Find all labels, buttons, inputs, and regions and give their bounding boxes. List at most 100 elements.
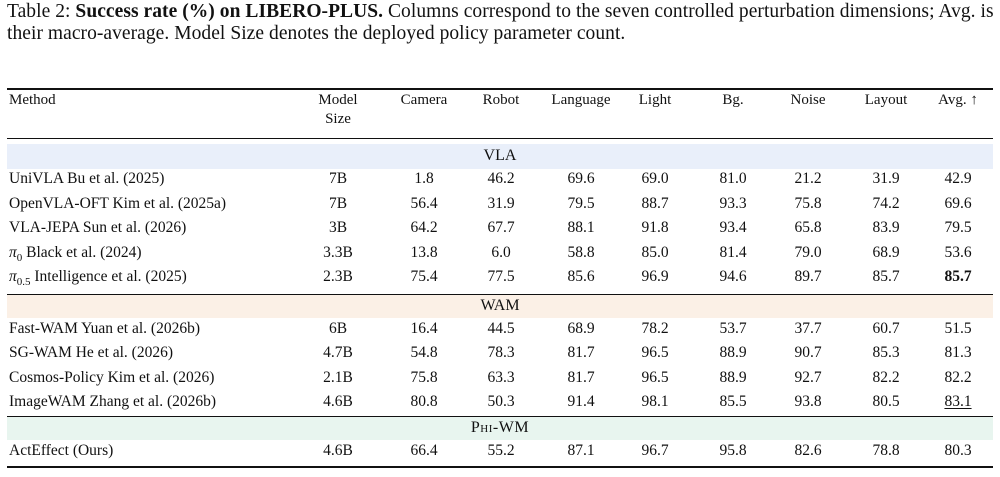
value-size: 4.6B: [323, 442, 353, 459]
cell-method: Cosmos-Policy Kim et al. (2026): [9, 369, 214, 387]
value-layout: 85.3: [872, 344, 900, 362]
value-language: 69.6: [567, 170, 595, 187]
cell-bg: 93.4: [693, 219, 773, 237]
value-layout: 80.5: [872, 392, 900, 410]
value-avg: 80.3: [944, 442, 972, 459]
header-model-size-line2: Size: [325, 111, 351, 127]
cell-avg: 69.6: [918, 195, 998, 213]
cell-noise: 75.8: [768, 195, 848, 213]
caption-label: Table 2:: [7, 1, 71, 22]
value-bg: 93.4: [719, 219, 747, 237]
value-light: 98.1: [641, 392, 669, 410]
value-bg: 93.3: [719, 194, 747, 212]
cell-robot: 31.9: [461, 195, 541, 213]
method-name: UniVLA Bu et al. (2025): [9, 170, 165, 187]
caption-text: Columns correspond to the seven controll…: [7, 1, 994, 44]
value-avg: 42.9: [944, 170, 972, 187]
cell-language: 81.7: [539, 369, 623, 387]
cell-layout: 31.9: [846, 170, 926, 188]
value-language: 68.9: [567, 320, 595, 337]
cell-size: 4.6B: [300, 442, 376, 460]
method-name: ActEffect (Ours): [9, 442, 114, 459]
cell-noise: 65.8: [768, 219, 848, 237]
cell-avg: 82.2: [918, 369, 998, 387]
value-layout: 31.9: [872, 170, 900, 187]
phiwm-top-rule: [7, 416, 993, 417]
method-name: VLA-JEPA Sun et al. (2026): [9, 219, 187, 237]
method-name: Fast-WAM Yuan et al. (2026b): [9, 320, 200, 337]
value-camera: 13.8: [410, 243, 438, 261]
value-size: 4.6B: [323, 392, 353, 410]
cell-camera: 64.2: [384, 219, 464, 237]
value-bg: 53.7: [719, 320, 747, 337]
header-light: Light: [638, 92, 672, 108]
cell-robot: 63.3: [461, 369, 541, 387]
value-noise: 21.2: [794, 170, 822, 187]
value-size: 7B: [328, 194, 348, 212]
value-light: 88.7: [641, 194, 669, 212]
value-noise: 92.7: [794, 368, 822, 386]
value-noise: 93.8: [794, 392, 822, 410]
value-size: 7B: [328, 170, 348, 187]
value-noise: 37.7: [794, 320, 822, 337]
pi-subscript: 0.5: [16, 276, 31, 289]
cell-camera: 1.8: [384, 170, 464, 188]
value-size: 3B: [328, 219, 348, 237]
cell-layout: 82.2: [846, 369, 926, 387]
cell-avg: 81.3: [918, 344, 998, 362]
value-language: 81.7: [567, 344, 595, 362]
value-bg: 85.5: [719, 392, 747, 410]
value-language: 88.1: [567, 219, 595, 237]
method-name: OpenVLA-OFT Kim et al. (2025a): [9, 194, 227, 212]
cell-robot: 6.0: [461, 244, 541, 262]
caption-title: Success rate (%) on LIBERO-PLUS.: [75, 1, 384, 22]
pi-letter: π: [9, 268, 17, 286]
cell-language: 88.1: [539, 219, 623, 237]
cell-method: π0.5 Intelligence et al. (2025): [9, 268, 187, 288]
cell-avg: 79.5: [918, 219, 998, 237]
value-light: 78.2: [641, 320, 669, 337]
value-light: 69.0: [641, 170, 669, 187]
cell-avg: 42.9: [918, 170, 998, 188]
value-layout: 83.9: [872, 219, 900, 237]
value-size: 4.7B: [323, 344, 353, 362]
cell-robot: 55.2: [461, 442, 541, 460]
group-label-vla: VLA: [483, 147, 517, 164]
cell-bg: 93.3: [693, 195, 773, 213]
value-bg: 81.4: [719, 243, 747, 261]
cell-robot: 77.5: [461, 268, 541, 286]
cell-light: 96.9: [615, 268, 695, 286]
value-size: 6B: [328, 320, 348, 337]
pi-symbol: π0.5: [9, 268, 31, 289]
group-label-phiwm: Phi-WM: [470, 419, 530, 436]
value-camera: 54.8: [410, 344, 438, 362]
value-layout: 85.7: [872, 268, 900, 286]
cell-layout: 83.9: [846, 219, 926, 237]
method-name: Black et al. (2024): [26, 243, 142, 261]
cell-bg: 88.9: [693, 369, 773, 387]
header-avg: Avg. ↑: [938, 92, 978, 108]
value-layout: 82.2: [872, 368, 900, 386]
pi-letter: π: [9, 243, 17, 261]
cell-avg: 80.3: [918, 442, 998, 460]
value-layout: 60.7: [872, 320, 900, 337]
value-camera: 80.8: [410, 392, 438, 410]
cell-camera: 75.8: [384, 369, 464, 387]
value-camera: 56.4: [410, 194, 438, 212]
pi-subscript: 0: [16, 251, 23, 264]
header-method: Method: [9, 92, 56, 108]
cell-light: 96.7: [615, 442, 695, 460]
cell-language: 81.7: [539, 344, 623, 362]
value-language: 79.5: [567, 194, 595, 212]
value-avg: 51.5: [944, 320, 972, 337]
table-bottom-rule: [7, 466, 993, 468]
cell-bg: 88.9: [693, 344, 773, 362]
value-language: 58.8: [567, 243, 595, 261]
cell-light: 96.5: [615, 369, 695, 387]
cell-method: OpenVLA-OFT Kim et al. (2025a): [9, 195, 226, 213]
value-light: 85.0: [641, 243, 669, 261]
value-language: 91.4: [567, 392, 595, 410]
cell-camera: 13.8: [384, 244, 464, 262]
value-robot: 63.3: [487, 368, 515, 386]
cell-camera: 54.8: [384, 344, 464, 362]
